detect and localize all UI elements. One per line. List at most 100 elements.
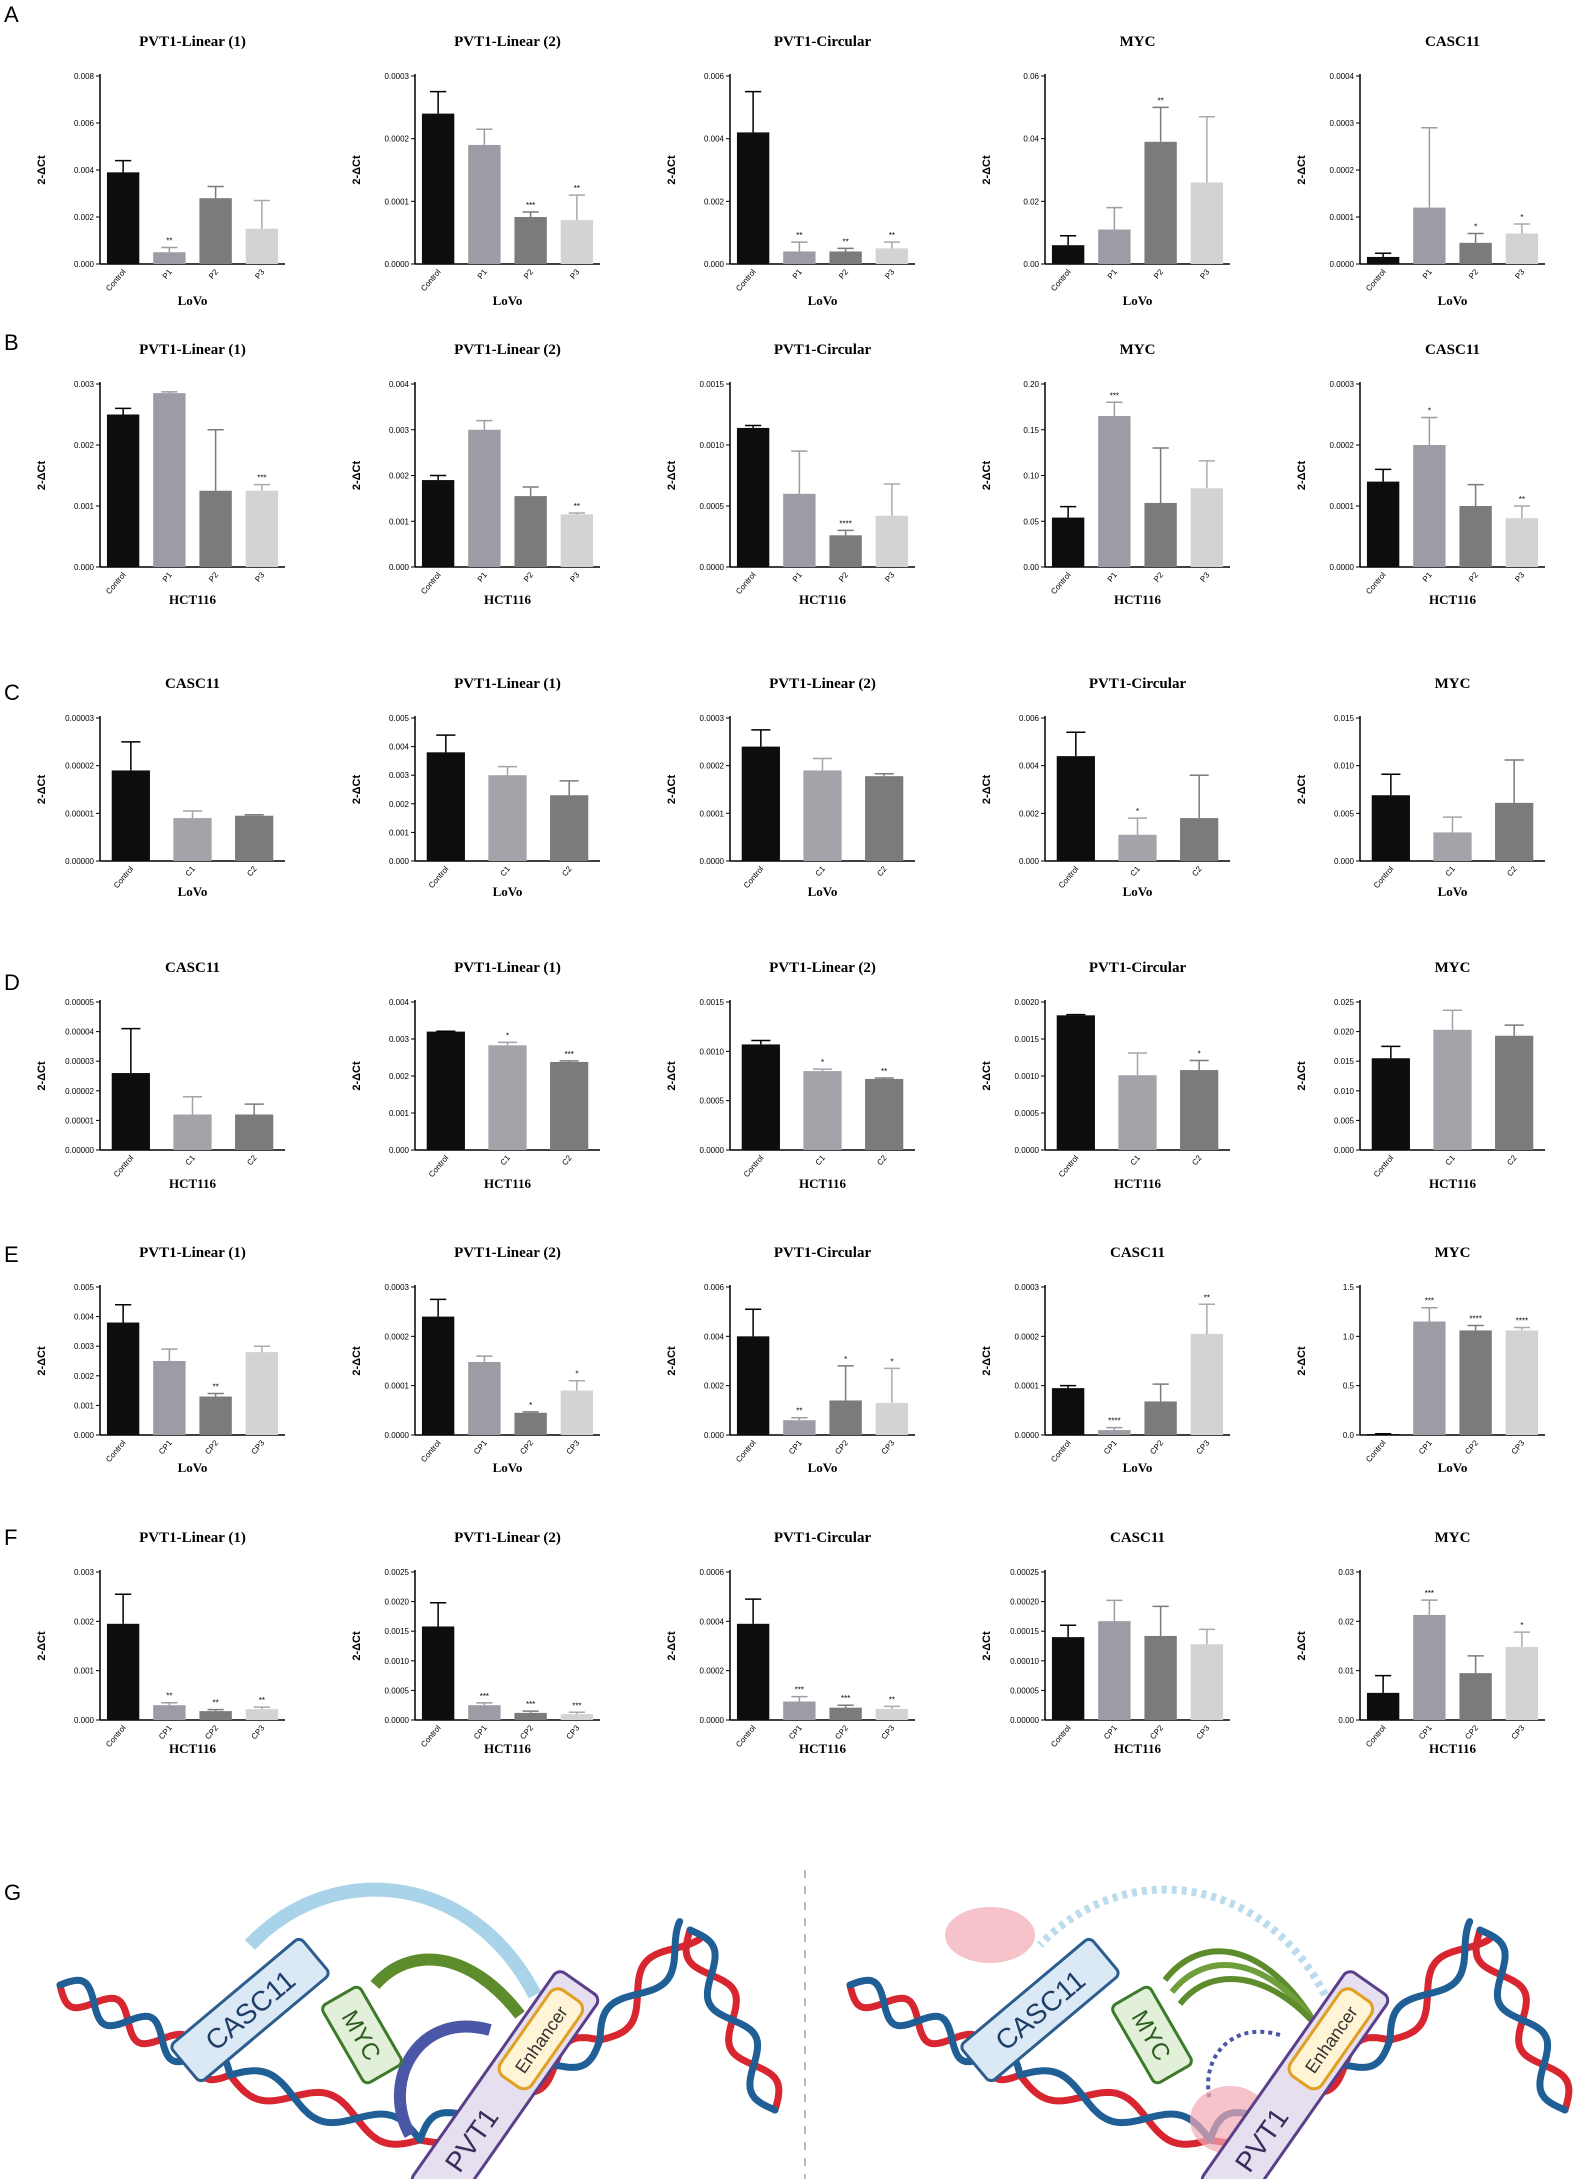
y-axis-label: 2-ΔCt — [981, 1061, 993, 1091]
bar — [1371, 795, 1410, 861]
x-tick-label: CP1 — [1102, 1438, 1119, 1456]
error-bar — [207, 1708, 224, 1712]
y-tick-label: 0.0010 — [385, 1657, 410, 1666]
significance: *** — [841, 1694, 850, 1703]
y-tick-label: 0.0001 — [385, 197, 410, 206]
chart-title: CASC11 — [165, 676, 220, 692]
y-tick-label: 0.0002 — [1330, 441, 1355, 450]
significance: *** — [572, 1701, 581, 1710]
y-tick-label: 0.004 — [704, 135, 725, 144]
y-tick-label: 0.0002 — [385, 1332, 410, 1341]
y-tick-label: 0.020 — [1334, 1028, 1355, 1037]
y-tick-label: 0.0003 — [700, 714, 725, 723]
x-axis-label: HCT116 — [799, 1741, 846, 1756]
error-bar — [430, 1298, 447, 1317]
x-tick-label: P3 — [1198, 267, 1212, 281]
error-bar — [1066, 731, 1086, 757]
significance: **** — [1516, 1316, 1528, 1325]
y-tick-label: 0.5 — [1343, 1382, 1355, 1391]
x-axis-label: LoVo — [493, 884, 523, 899]
error-bar — [1127, 817, 1148, 835]
bar — [153, 1705, 186, 1720]
bar — [875, 248, 909, 264]
bar — [1459, 1673, 1492, 1720]
bar — [199, 1711, 232, 1720]
bar — [550, 1061, 589, 1150]
error-bar — [837, 1704, 854, 1708]
x-axis-label: LoVo — [178, 1460, 208, 1475]
x-axis-label: HCT116 — [1114, 1741, 1161, 1756]
error-bar — [121, 741, 141, 771]
y-tick-label: 0.002 — [74, 213, 95, 222]
y-axis-label: 2-ΔCt — [981, 1631, 993, 1661]
chart-title: CASC11 — [1110, 1245, 1165, 1261]
gene-box — [321, 1985, 403, 2085]
y-tick-label: 0.05 — [1023, 517, 1039, 526]
error-bar — [522, 1710, 539, 1713]
error-bar — [115, 1304, 132, 1323]
x-tick-label: Control — [1364, 1723, 1388, 1749]
significance: ** — [843, 237, 849, 246]
x-tick-label: C2 — [875, 1153, 889, 1167]
y-axis-label: 2-ΔCt — [666, 155, 678, 185]
bar — [1180, 1070, 1219, 1150]
bar — [1371, 1058, 1410, 1150]
bar — [199, 490, 232, 567]
x-tick-label: C2 — [1505, 864, 1519, 878]
y-tick-label: 0.0001 — [1330, 502, 1355, 511]
x-tick-label: C2 — [560, 864, 574, 878]
bar — [1144, 1635, 1177, 1720]
x-tick-label: P3 — [1513, 570, 1527, 584]
significance: ** — [1158, 96, 1164, 105]
panel-label: B — [4, 330, 19, 355]
significance: *** — [795, 1686, 804, 1695]
y-tick-label: 0.004 — [74, 166, 95, 175]
y-tick-label: 0.001 — [74, 1401, 95, 1410]
y-tick-label: 0.0 — [1343, 1431, 1355, 1440]
panel-label: G — [4, 1880, 21, 1905]
gene-box — [960, 1937, 1120, 2083]
y-tick-label: 0.00001 — [65, 1116, 94, 1125]
y-axis-label: 2-ΔCt — [36, 1346, 48, 1376]
gene-box — [1111, 1985, 1193, 2085]
bar — [741, 1044, 780, 1150]
y-tick-label: 0.000 — [1019, 857, 1040, 866]
y-axis-label: 2-ΔCt — [666, 1061, 678, 1091]
significance: *** — [526, 1700, 535, 1709]
error-bar — [161, 246, 178, 253]
error-bar — [1198, 460, 1215, 489]
error-bar — [1504, 759, 1524, 803]
error-bar — [161, 1348, 178, 1361]
error-bar — [1152, 106, 1169, 142]
y-tick-label: 0.0000 — [1330, 563, 1355, 572]
bar — [468, 1705, 501, 1720]
x-tick-label: P1 — [476, 570, 490, 584]
y-axis-label: 2-ΔCt — [666, 775, 678, 805]
bar — [741, 746, 780, 861]
x-tick-label: Control — [112, 1153, 136, 1179]
bar — [1505, 1646, 1539, 1720]
significance: * — [529, 1401, 532, 1410]
bar — [468, 429, 501, 567]
y-tick-label: 0.0001 — [385, 1382, 410, 1391]
bar — [1118, 1075, 1157, 1150]
error-bar — [791, 1416, 808, 1421]
y-tick-label: 0.0002 — [1015, 1332, 1040, 1341]
arrow — [244, 1882, 542, 1999]
error-bar — [568, 512, 585, 515]
y-tick-label: 0.006 — [1019, 714, 1040, 723]
y-tick-label: 0.000 — [1334, 857, 1355, 866]
error-bar — [1198, 115, 1215, 183]
x-tick-label: Control — [1372, 864, 1396, 890]
x-tick-label: CP3 — [1510, 1438, 1527, 1456]
x-tick-label: P1 — [1421, 267, 1435, 281]
significance: ** — [166, 1692, 172, 1701]
y-tick-label: 0.0003 — [385, 72, 410, 81]
significance: *** — [526, 201, 535, 210]
error-bar — [1060, 505, 1077, 518]
x-tick-label: P3 — [1198, 570, 1212, 584]
y-tick-label: 0.005 — [74, 1283, 95, 1292]
bar — [514, 1712, 547, 1720]
error-bar — [476, 128, 493, 145]
y-tick-label: 0.20 — [1023, 380, 1039, 389]
